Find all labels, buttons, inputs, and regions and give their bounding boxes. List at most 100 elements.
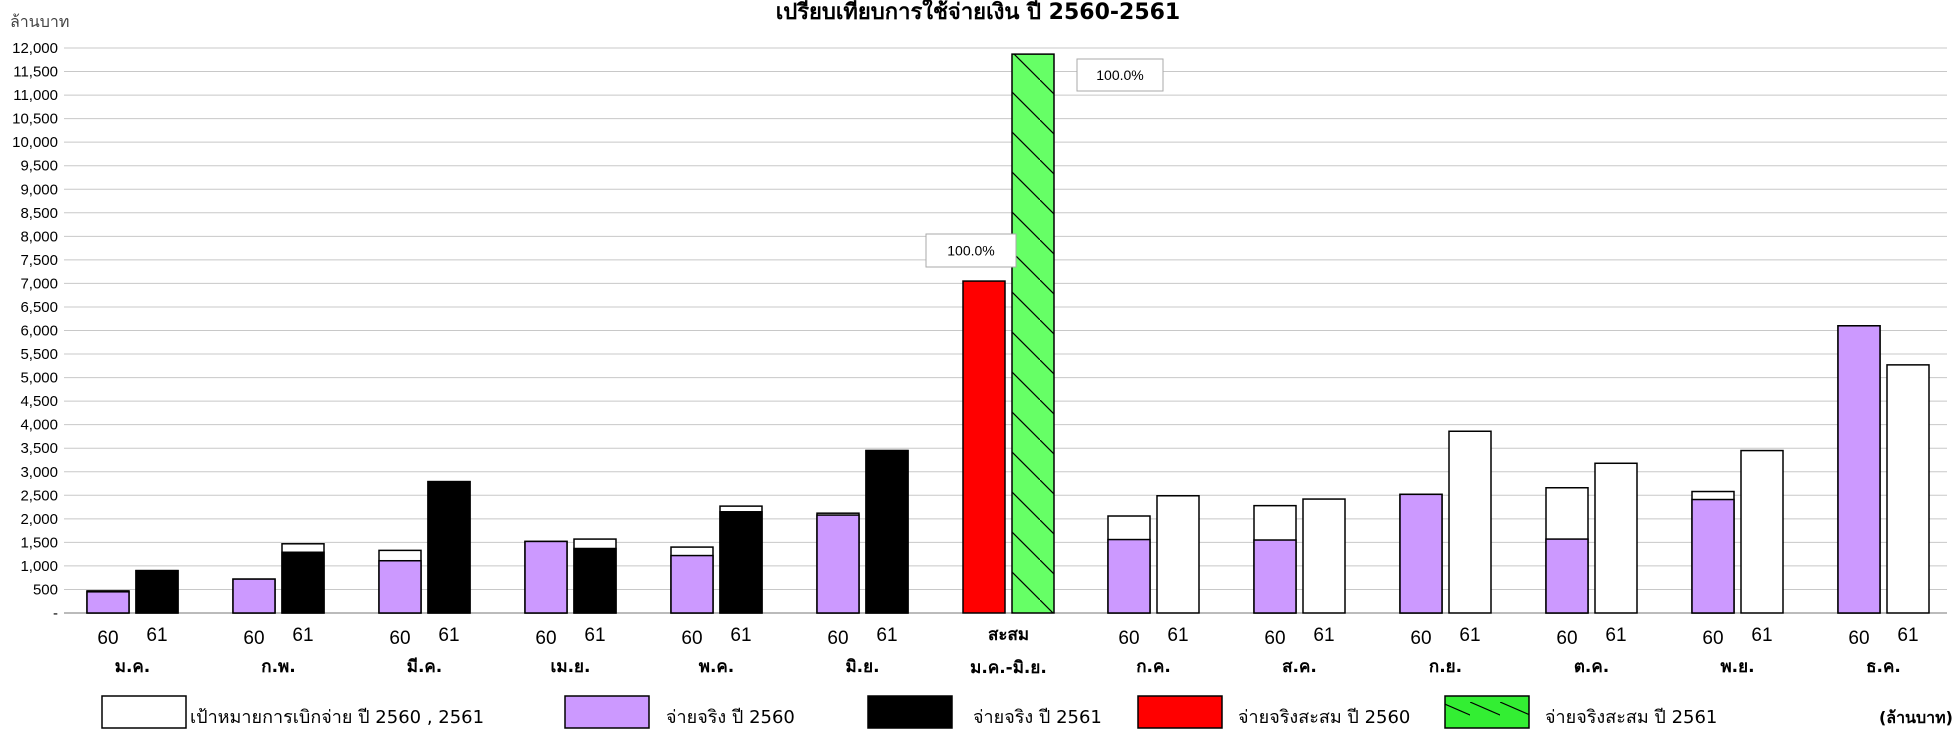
y-axis-label: ล้านบาท xyxy=(10,12,69,31)
unit-note: (ล้านบาท) xyxy=(1879,708,1953,727)
bar-actual-2560 xyxy=(1837,325,1881,614)
legend-swatch-actual-2561 xyxy=(867,695,953,729)
x-month-label: พ.ย. xyxy=(1720,657,1754,677)
x-month-label: ส.ค. xyxy=(1282,657,1317,677)
bar-target xyxy=(1886,364,1930,614)
legend-label: จ่ายจริงสะสม ปี 2561 xyxy=(1545,707,1717,728)
bar-target xyxy=(1740,449,1784,614)
y-tick-label: 6,000 xyxy=(20,323,58,340)
y-tick-label: 2,000 xyxy=(20,511,58,528)
x-year-label: 61 xyxy=(730,625,751,646)
percent-label: 100.0% xyxy=(1096,67,1143,83)
x-axis-labels: 60 61 ม.ค. 60 61 ก.พ. 60 61 มี.ค. 60 61 เม.ย. 60 61 พ.… xyxy=(97,625,1918,678)
x-year-label: สะสม xyxy=(988,625,1029,645)
x-month-label: ต.ค. xyxy=(1574,657,1609,677)
y-tick-label: 4,000 xyxy=(20,417,58,434)
x-month-label: เม.ย. xyxy=(551,657,591,677)
percent-label-box xyxy=(925,233,1017,268)
legend-swatch-cumulative-2560 xyxy=(1137,695,1223,729)
legend-label: จ่ายจริง ปี 2560 xyxy=(666,707,795,728)
y-axis-ticks: - 500 1,000 1,500 2,000 2,500 3,000 3,500 4,000 4… xyxy=(12,40,58,622)
bar-target xyxy=(1302,498,1346,614)
bar-target xyxy=(1594,462,1638,614)
y-tick-label: 3,000 xyxy=(20,464,58,481)
x-month-label: ม.ค.-มิ.ย. xyxy=(970,658,1047,678)
y-tick-label: 7,000 xyxy=(20,275,58,292)
bar-target xyxy=(1156,495,1200,614)
x-year-label: 61 xyxy=(876,625,897,646)
x-month-label: พ.ค. xyxy=(699,657,735,677)
y-tick-label: 500 xyxy=(33,581,58,598)
bar-actual-2560 xyxy=(1691,498,1735,614)
x-year-label: 60 xyxy=(1264,628,1285,649)
bar-cumulative-2560 xyxy=(962,280,1006,614)
bar-actual-2561 xyxy=(427,480,471,614)
bar-actual-2561 xyxy=(135,569,179,614)
y-tick-label: 1,500 xyxy=(20,534,58,551)
x-year-label: 61 xyxy=(292,625,313,646)
y-tick-label: 6,500 xyxy=(20,299,58,316)
percent-label: 100.0% xyxy=(947,243,994,259)
x-month-label: มิ.ย. xyxy=(845,657,879,677)
x-year-label: 60 xyxy=(1556,628,1577,649)
y-tick-label: 10,500 xyxy=(12,111,58,128)
bar-actual-2561 xyxy=(281,551,325,614)
x-year-label: 61 xyxy=(1897,625,1918,646)
x-year-label: 61 xyxy=(1313,625,1334,646)
y-tick-label: - xyxy=(53,605,58,622)
y-tick-label: 3,500 xyxy=(20,440,58,457)
x-year-label: 61 xyxy=(146,625,167,646)
y-tick-label: 11,500 xyxy=(13,64,58,81)
y-tick-label: 9,000 xyxy=(20,181,58,198)
bar-actual-2560 xyxy=(670,554,714,614)
x-year-label: 60 xyxy=(1118,628,1139,649)
y-tick-label: 1,000 xyxy=(20,558,58,575)
x-year-label: 61 xyxy=(1167,625,1188,646)
bars xyxy=(86,53,1930,614)
x-month-label: ก.ย. xyxy=(1429,657,1462,677)
x-year-label: 60 xyxy=(681,628,702,649)
bar-cumulative-2561 xyxy=(1011,53,1055,614)
x-year-label: 61 xyxy=(1751,625,1772,646)
x-year-label: 60 xyxy=(1410,628,1431,649)
y-tick-label: 5,500 xyxy=(20,346,58,363)
x-year-label: 61 xyxy=(1459,625,1480,646)
x-year-label: 60 xyxy=(827,628,848,649)
y-tick-label: 12,000 xyxy=(12,40,58,57)
x-year-label: 60 xyxy=(97,628,118,649)
legend-swatch-target xyxy=(101,695,187,729)
x-month-label: ธ.ค. xyxy=(1866,657,1901,677)
x-year-label: 60 xyxy=(1702,628,1723,649)
legend-swatch-cumulative-2561 xyxy=(1444,695,1530,729)
bar-actual-2560 xyxy=(232,578,276,614)
y-tick-label: 4,500 xyxy=(20,393,58,410)
bar-actual-2560 xyxy=(524,540,568,614)
bar-actual-2561 xyxy=(719,511,763,614)
y-tick-label: 11,000 xyxy=(13,87,58,104)
x-month-label: ก.ค. xyxy=(1136,657,1171,677)
y-tick-label: 10,000 xyxy=(12,134,58,151)
y-tick-label: 7,500 xyxy=(20,252,58,269)
x-month-label: ก.พ. xyxy=(261,657,295,677)
x-year-label: 61 xyxy=(1605,625,1626,646)
x-month-label: มี.ค. xyxy=(407,656,443,677)
x-year-label: 61 xyxy=(438,625,459,646)
bar-actual-2561 xyxy=(573,547,617,614)
bar-actual-2561 xyxy=(865,449,909,614)
x-year-label: 61 xyxy=(584,625,605,646)
bar-actual-2560 xyxy=(816,514,860,614)
y-tick-label: 5,000 xyxy=(20,370,58,387)
bar-actual-2560 xyxy=(1253,539,1297,614)
x-year-label: 60 xyxy=(1848,628,1869,649)
bar-actual-2560 xyxy=(1107,538,1151,614)
y-tick-label: 2,500 xyxy=(20,487,58,504)
bar-actual-2560 xyxy=(86,591,130,614)
y-tick-label: 8,000 xyxy=(20,228,58,245)
percent-label-box xyxy=(1076,58,1164,92)
legend-label: จ่ายจริง ปี 2561 xyxy=(973,707,1102,728)
y-tick-label: 8,500 xyxy=(20,205,58,222)
legend-label: จ่ายจริงสะสม ปี 2560 xyxy=(1238,707,1410,728)
legend-label: เป้าหมายการเบิกจ่าย ปี 2560 , 2561 xyxy=(190,707,484,728)
bar-actual-2560 xyxy=(1545,538,1589,614)
bar-actual-2560 xyxy=(378,559,422,614)
